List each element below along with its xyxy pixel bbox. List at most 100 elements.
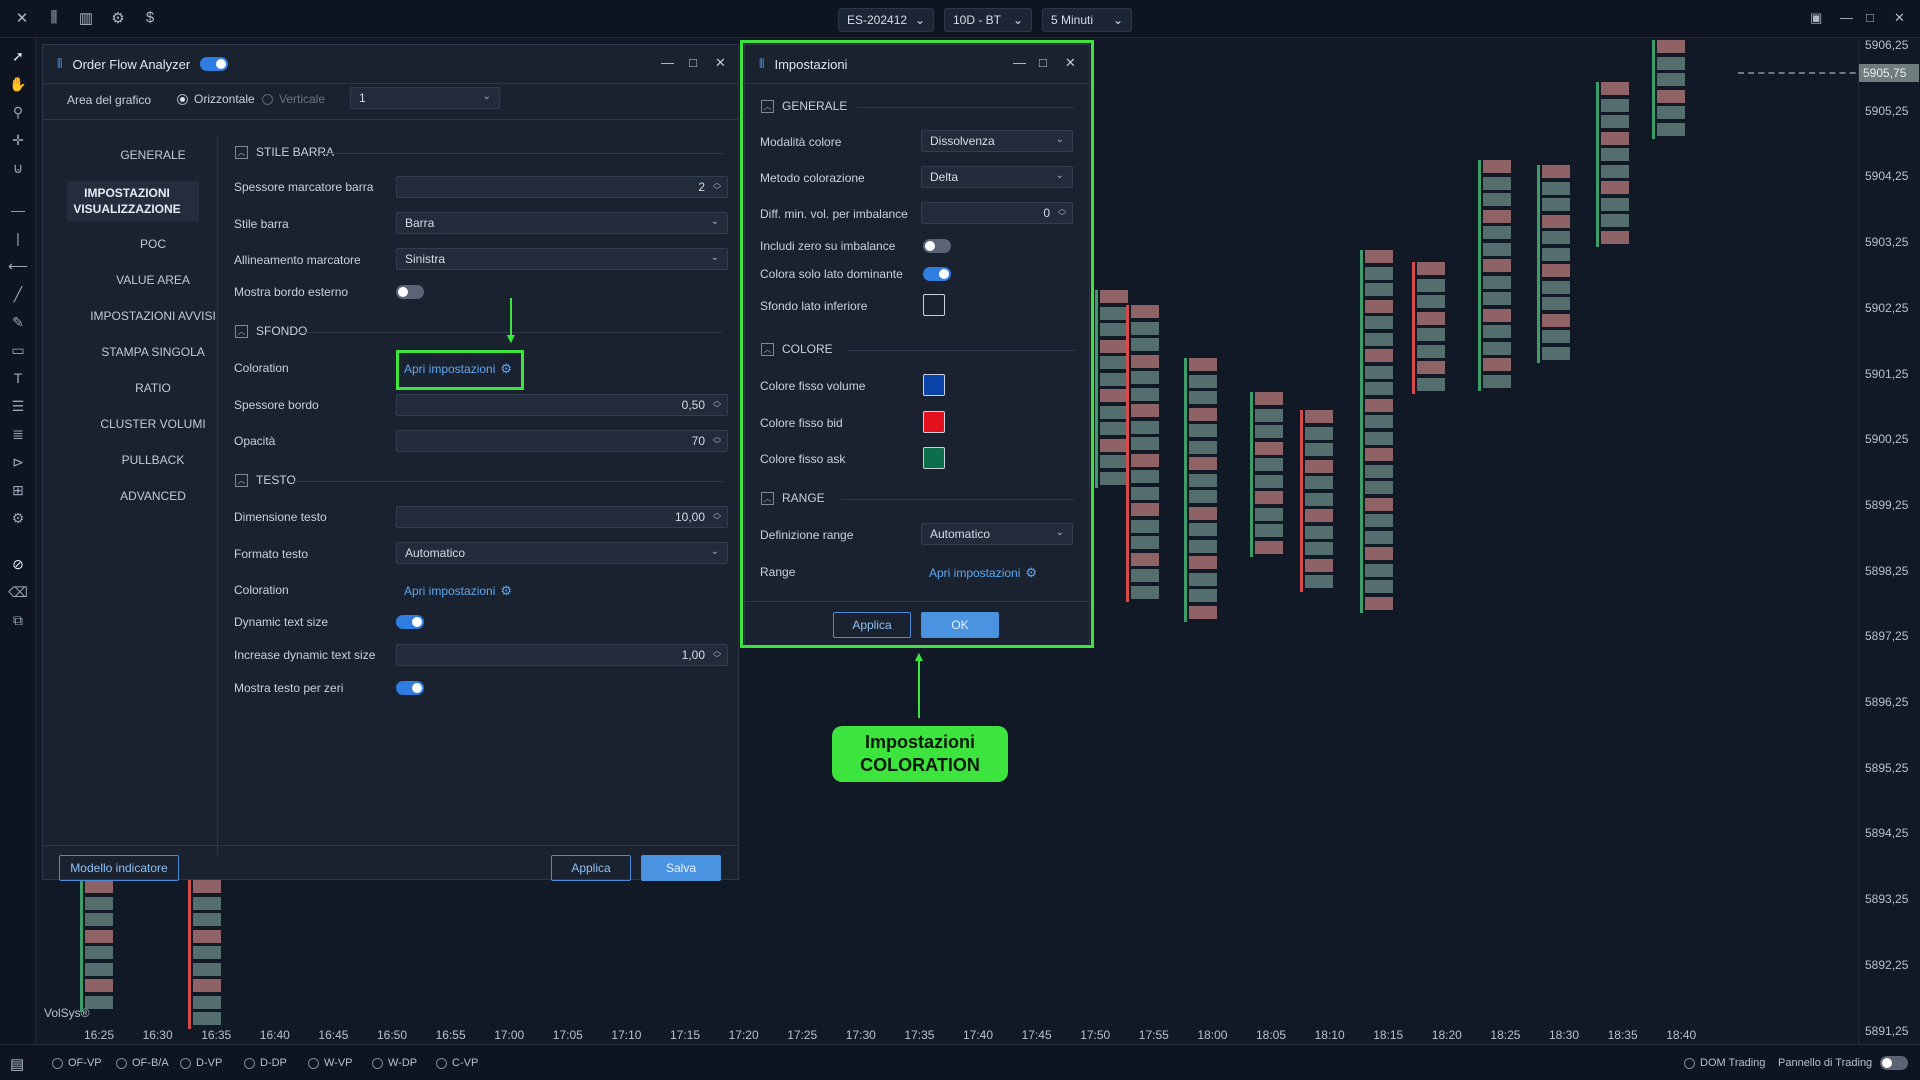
area-select[interactable]: 1 ⌄ (350, 87, 500, 109)
marker-align-select[interactable]: Sinistra ⌄ (396, 248, 728, 270)
close-icon[interactable]: ✕ (15, 10, 29, 27)
outer-border-toggle[interactable] (396, 285, 424, 299)
text-format-select[interactable]: Automatico ⌄ (396, 542, 728, 564)
orient-vertical-radio[interactable]: Verticale (262, 92, 325, 106)
minimize-icon[interactable]: — (661, 55, 674, 70)
section-testo[interactable]: ︿ TESTO (235, 473, 296, 487)
vertical-line-icon[interactable]: | (16, 230, 20, 246)
zeros-toggle[interactable] (396, 681, 424, 695)
model-indicator-button[interactable]: Modello indicatore (59, 855, 179, 881)
layers-icon[interactable]: ⧉ (13, 612, 23, 628)
close-icon[interactable]: ✕ (1065, 55, 1076, 70)
nav-ratio[interactable]: RATIO (135, 381, 171, 395)
pencil-icon[interactable]: ✎ (12, 314, 24, 330)
opacity-input[interactable]: 70 ︿ ﹀ (396, 430, 728, 452)
border-thick-input[interactable]: 0,50 ︿ ﹀ (396, 394, 728, 416)
text-size-input[interactable]: 10,00 ︿ ﹀ (396, 506, 728, 528)
nav-value-area[interactable]: VALUE AREA (116, 273, 190, 287)
fix-vol-swatch[interactable] (923, 374, 945, 396)
dollar-icon[interactable]: $ (145, 9, 155, 26)
nav-pullback[interactable]: PULLBACK (121, 453, 185, 467)
section-generale[interactable]: ︿ GENERALE (761, 99, 847, 113)
pointer-icon[interactable]: ⊳ (12, 454, 24, 470)
minimize-icon[interactable]: — (1840, 10, 1853, 25)
view-radio-ddp[interactable]: D-DP (244, 1057, 287, 1069)
symbol-dropdown[interactable]: ES-202412 ⌄ (838, 8, 934, 32)
view-radio-wdp[interactable]: W-DP (372, 1057, 417, 1069)
nav-poc[interactable]: POC (139, 237, 166, 251)
bg-lower-checkbox[interactable] (923, 294, 945, 316)
dom-trading-radio[interactable]: DOM Trading (1684, 1057, 1765, 1069)
period-dropdown[interactable]: 10D - BT ⌄ (944, 8, 1032, 32)
nav-impostazioni-visualizzazione[interactable]: IMPOSTAZIONI VISUALIZZAZIONE (61, 185, 193, 217)
nav-impostazioni-avvisi[interactable]: IMPOSTAZIONI AVVISI (90, 309, 216, 323)
view-radio-ofba[interactable]: OF-B/A (116, 1057, 169, 1069)
cursor-icon[interactable]: ➚ (12, 48, 24, 64)
bar-style-select[interactable]: Barra ⌄ (396, 212, 728, 234)
maximize-icon[interactable]: □ (1866, 10, 1874, 25)
lock-icon[interactable]: ⊘ (12, 556, 24, 572)
eraser-icon[interactable]: ⌫ (8, 584, 28, 600)
ofa-header: ⫴ Order Flow Analyzer (43, 45, 738, 83)
text-icon[interactable]: T (13, 370, 23, 386)
maximize-icon[interactable]: □ (689, 55, 697, 70)
list-icon[interactable]: ≣ (12, 426, 24, 442)
layout-icon[interactable]: ▣ (1810, 10, 1823, 25)
maximize-icon[interactable]: □ (1039, 55, 1047, 70)
nav-stampa-singola[interactable]: STAMPA SINGOLA (101, 345, 205, 359)
section-stile-barra[interactable]: ︿ STILE BARRA (235, 145, 334, 159)
range-open-settings-link[interactable]: Apri impostazioni ⚙ (929, 565, 1037, 581)
fix-bid-swatch[interactable] (923, 411, 945, 433)
color-mode-select[interactable]: Dissolvenza ⌄ (921, 130, 1073, 152)
trendline-icon[interactable]: ╱ (13, 286, 23, 302)
section-range[interactable]: ︿ RANGE (761, 491, 825, 505)
nav-cluster-volumi[interactable]: CLUSTER VOLUMI (100, 417, 206, 431)
section-sfondo[interactable]: ︿ SFONDO (235, 324, 307, 338)
nav-generale[interactable]: GENERALE (120, 148, 186, 162)
lines-icon[interactable]: ☰ (11, 398, 25, 414)
horizontal-line-icon[interactable]: — (11, 202, 25, 218)
close-window-icon[interactable]: ✕ (1894, 10, 1905, 25)
min-diff-input[interactable]: 0 ︿ ﹀ (921, 202, 1073, 224)
view-radio-wvp[interactable]: W-VP (308, 1057, 353, 1069)
coloration-open-settings-link[interactable]: Apri impostazioni ⚙ (404, 361, 512, 377)
imp-ok-button[interactable]: OK (921, 612, 999, 638)
marker-thick-input[interactable]: 2 ︿ ﹀ (396, 176, 728, 198)
magnet-icon[interactable]: ⊍ (12, 160, 24, 176)
ray-icon[interactable]: ⟵ (8, 258, 29, 274)
candles-icon[interactable]: ⫼ (50, 9, 58, 26)
fix-ask-swatch[interactable] (923, 447, 945, 469)
panel-toggle-icon[interactable]: ▤ (10, 1056, 25, 1073)
footprint-cell (1365, 563, 1393, 577)
price-axis[interactable]: 5906,25 5905,25 5904,25 5903,25 5902,25 5901,… (1858, 38, 1920, 1044)
rectangle-icon[interactable]: ▭ (11, 342, 25, 358)
orient-horizontal-radio[interactable]: Orizzontale (177, 92, 255, 106)
view-radio-dvp[interactable]: D-VP (180, 1057, 222, 1069)
close-icon[interactable]: ✕ (715, 55, 726, 70)
crosshair-icon[interactable]: ✛ (12, 132, 24, 148)
nav-advanced[interactable]: ADVANCED (120, 489, 186, 503)
inc-dyn-input[interactable]: 1,00 ︿ ﹀ (396, 644, 728, 666)
apply-button[interactable]: Applica (551, 855, 631, 881)
save-button[interactable]: Salva (641, 855, 721, 881)
color-method-select[interactable]: Delta ⌄ (921, 166, 1073, 188)
minimize-icon[interactable]: — (1013, 55, 1026, 70)
zero-imb-toggle[interactable] (923, 239, 951, 253)
settings-tool-icon[interactable]: ⚙ (11, 510, 25, 526)
measure-icon[interactable]: ⊞ (12, 482, 24, 498)
imp-apply-button[interactable]: Applica (833, 612, 911, 638)
hand-icon[interactable]: ✋ (9, 76, 27, 92)
dyn-text-toggle[interactable] (396, 615, 424, 629)
bar-chart-icon[interactable]: ▥ (78, 10, 94, 27)
range-def-select[interactable]: Automatico ⌄ (921, 523, 1073, 545)
text-coloration-open-settings-link[interactable]: Apri impostazioni ⚙ (404, 583, 512, 599)
view-radio-ofvp[interactable]: OF-VP (52, 1057, 102, 1069)
gear-icon[interactable]: ⚙ (111, 10, 125, 27)
zoom-icon[interactable]: ⚲ (12, 104, 24, 120)
dominant-toggle[interactable] (923, 267, 951, 281)
section-colore[interactable]: ︿ COLORE (761, 342, 833, 356)
ofa-enable-toggle[interactable] (200, 57, 229, 71)
view-radio-cvp[interactable]: C-VP (436, 1057, 478, 1069)
timeframe-dropdown[interactable]: 5 Minuti ⌄ (1042, 8, 1132, 32)
trading-panel-toggle[interactable] (1880, 1056, 1908, 1070)
